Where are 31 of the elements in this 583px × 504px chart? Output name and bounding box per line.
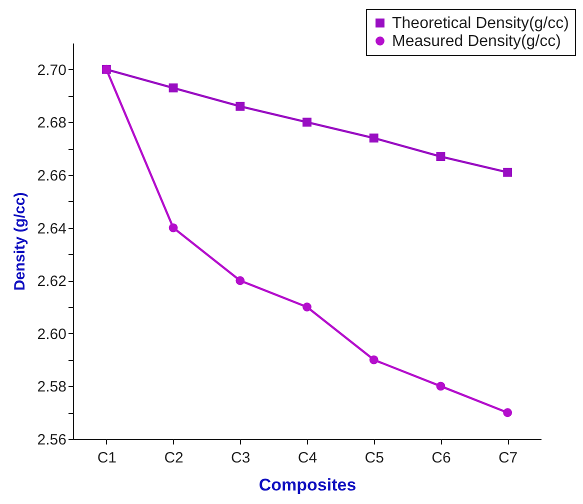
legend-label: Measured Density(g/cc)	[392, 33, 561, 50]
y-axis-title: Density (g/cc)	[11, 192, 28, 291]
y-tick-label: 2.56	[37, 432, 66, 448]
legend-label: Theoretical Density(g/cc)	[392, 15, 569, 32]
point	[302, 118, 312, 127]
point	[436, 152, 446, 161]
x-tick-label: C3	[231, 450, 250, 466]
x-tick-label: C7	[498, 450, 518, 466]
x-axis-title: Composites	[258, 476, 356, 494]
point	[503, 408, 512, 418]
y-tick-label: 2.64	[37, 220, 66, 238]
x-tick-label: C4	[298, 450, 318, 466]
y-tick-label: 2.68	[37, 114, 66, 132]
point	[168, 223, 178, 232]
point	[168, 83, 178, 92]
y-tick-label: 2.58	[37, 378, 66, 396]
y-tick-label: 2.66	[37, 168, 66, 184]
point	[436, 382, 446, 391]
point	[302, 302, 312, 312]
x-tick-label: C1	[97, 450, 117, 466]
point	[503, 168, 512, 177]
y-tick-label: 2.62	[37, 273, 66, 290]
x-tick-label: C2	[164, 450, 184, 466]
x-tick-label: C5	[364, 450, 384, 466]
point	[236, 276, 245, 286]
y-tick-label: 2.60	[37, 326, 66, 343]
y-tick-label: 2.70	[37, 62, 66, 79]
point	[369, 134, 378, 143]
point	[369, 355, 378, 364]
x-tick-label: C6	[432, 450, 451, 466]
point	[236, 102, 245, 111]
